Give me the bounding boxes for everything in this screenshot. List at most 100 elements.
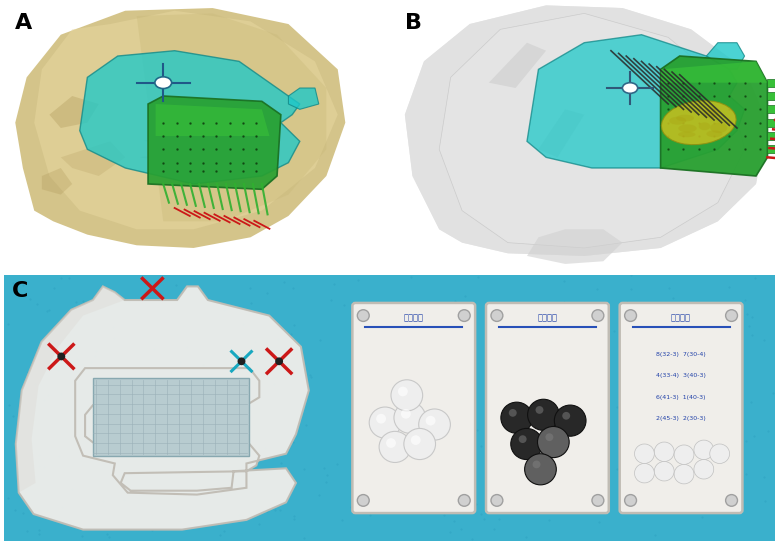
Circle shape bbox=[491, 494, 503, 506]
Polygon shape bbox=[405, 5, 767, 256]
Circle shape bbox=[654, 461, 674, 481]
Circle shape bbox=[519, 435, 527, 443]
Circle shape bbox=[592, 494, 604, 506]
Text: 2(45-3)  2(30-3): 2(45-3) 2(30-3) bbox=[656, 416, 706, 421]
FancyBboxPatch shape bbox=[619, 303, 742, 513]
Text: 穿刺模块: 穿刺模块 bbox=[671, 313, 691, 322]
Polygon shape bbox=[136, 14, 326, 221]
Circle shape bbox=[275, 357, 283, 365]
Circle shape bbox=[398, 387, 408, 397]
Circle shape bbox=[674, 445, 694, 465]
Circle shape bbox=[527, 399, 559, 430]
Polygon shape bbox=[661, 61, 767, 83]
Polygon shape bbox=[49, 96, 99, 128]
Ellipse shape bbox=[144, 140, 167, 143]
Circle shape bbox=[674, 465, 694, 484]
Circle shape bbox=[725, 310, 738, 322]
Polygon shape bbox=[707, 43, 745, 70]
Ellipse shape bbox=[140, 156, 156, 158]
Polygon shape bbox=[156, 104, 270, 136]
Circle shape bbox=[625, 494, 636, 506]
Polygon shape bbox=[42, 168, 72, 195]
Circle shape bbox=[725, 494, 738, 506]
Polygon shape bbox=[93, 378, 249, 456]
Polygon shape bbox=[148, 96, 281, 189]
Ellipse shape bbox=[681, 115, 700, 122]
Circle shape bbox=[625, 310, 636, 322]
Circle shape bbox=[418, 409, 450, 440]
Polygon shape bbox=[16, 286, 308, 530]
Ellipse shape bbox=[688, 116, 705, 126]
Circle shape bbox=[404, 429, 435, 460]
Circle shape bbox=[58, 353, 65, 360]
Ellipse shape bbox=[672, 128, 693, 138]
Text: 钉孔模块: 钉孔模块 bbox=[538, 313, 558, 322]
Circle shape bbox=[425, 416, 435, 425]
Ellipse shape bbox=[701, 108, 715, 116]
Circle shape bbox=[524, 454, 556, 485]
Circle shape bbox=[622, 83, 638, 94]
Text: 4(33-4)  3(40-3): 4(33-4) 3(40-3) bbox=[656, 373, 706, 379]
Circle shape bbox=[458, 494, 471, 506]
Ellipse shape bbox=[661, 101, 736, 145]
Text: 6(41-3)  1(40-3): 6(41-3) 1(40-3) bbox=[656, 395, 706, 400]
Polygon shape bbox=[288, 88, 319, 109]
Circle shape bbox=[635, 463, 654, 483]
Ellipse shape bbox=[710, 123, 725, 130]
Polygon shape bbox=[34, 11, 338, 230]
Bar bbox=[767, 92, 779, 100]
Circle shape bbox=[694, 460, 714, 479]
Circle shape bbox=[635, 444, 654, 463]
Circle shape bbox=[358, 494, 369, 506]
Circle shape bbox=[545, 433, 553, 441]
Bar bbox=[767, 132, 779, 140]
Circle shape bbox=[238, 357, 245, 365]
Ellipse shape bbox=[708, 115, 730, 122]
Text: A: A bbox=[16, 14, 33, 33]
Text: 8(32-3)  7(30-4): 8(32-3) 7(30-4) bbox=[656, 352, 706, 357]
Circle shape bbox=[654, 442, 674, 461]
Circle shape bbox=[538, 426, 569, 458]
Ellipse shape bbox=[165, 121, 184, 125]
Circle shape bbox=[401, 409, 411, 419]
Circle shape bbox=[391, 380, 423, 411]
Polygon shape bbox=[527, 35, 745, 168]
Circle shape bbox=[491, 310, 503, 322]
Circle shape bbox=[358, 310, 369, 322]
Circle shape bbox=[458, 310, 471, 322]
Bar bbox=[767, 79, 779, 86]
Text: C: C bbox=[12, 281, 28, 300]
Polygon shape bbox=[16, 8, 345, 248]
Bar bbox=[767, 145, 779, 153]
Circle shape bbox=[386, 438, 396, 448]
FancyBboxPatch shape bbox=[486, 303, 608, 513]
Ellipse shape bbox=[670, 107, 682, 114]
Ellipse shape bbox=[710, 115, 725, 124]
Circle shape bbox=[376, 414, 386, 424]
Circle shape bbox=[694, 440, 714, 460]
Bar bbox=[767, 119, 779, 127]
Polygon shape bbox=[405, 5, 767, 256]
Circle shape bbox=[411, 435, 421, 445]
Circle shape bbox=[555, 405, 586, 436]
Circle shape bbox=[535, 406, 544, 414]
FancyBboxPatch shape bbox=[352, 303, 475, 513]
Circle shape bbox=[533, 461, 541, 468]
Circle shape bbox=[511, 429, 542, 460]
Circle shape bbox=[501, 402, 533, 433]
Polygon shape bbox=[16, 286, 125, 493]
Circle shape bbox=[394, 402, 425, 433]
Polygon shape bbox=[79, 51, 300, 184]
Polygon shape bbox=[527, 230, 622, 264]
Polygon shape bbox=[538, 109, 584, 157]
Text: B: B bbox=[405, 14, 422, 33]
Polygon shape bbox=[661, 56, 767, 176]
Circle shape bbox=[592, 310, 604, 322]
Text: 定位模块: 定位模块 bbox=[404, 313, 424, 322]
Circle shape bbox=[562, 412, 570, 419]
Bar bbox=[767, 106, 779, 113]
Circle shape bbox=[509, 409, 516, 417]
Circle shape bbox=[710, 444, 730, 463]
Polygon shape bbox=[489, 43, 546, 88]
Circle shape bbox=[369, 407, 401, 438]
